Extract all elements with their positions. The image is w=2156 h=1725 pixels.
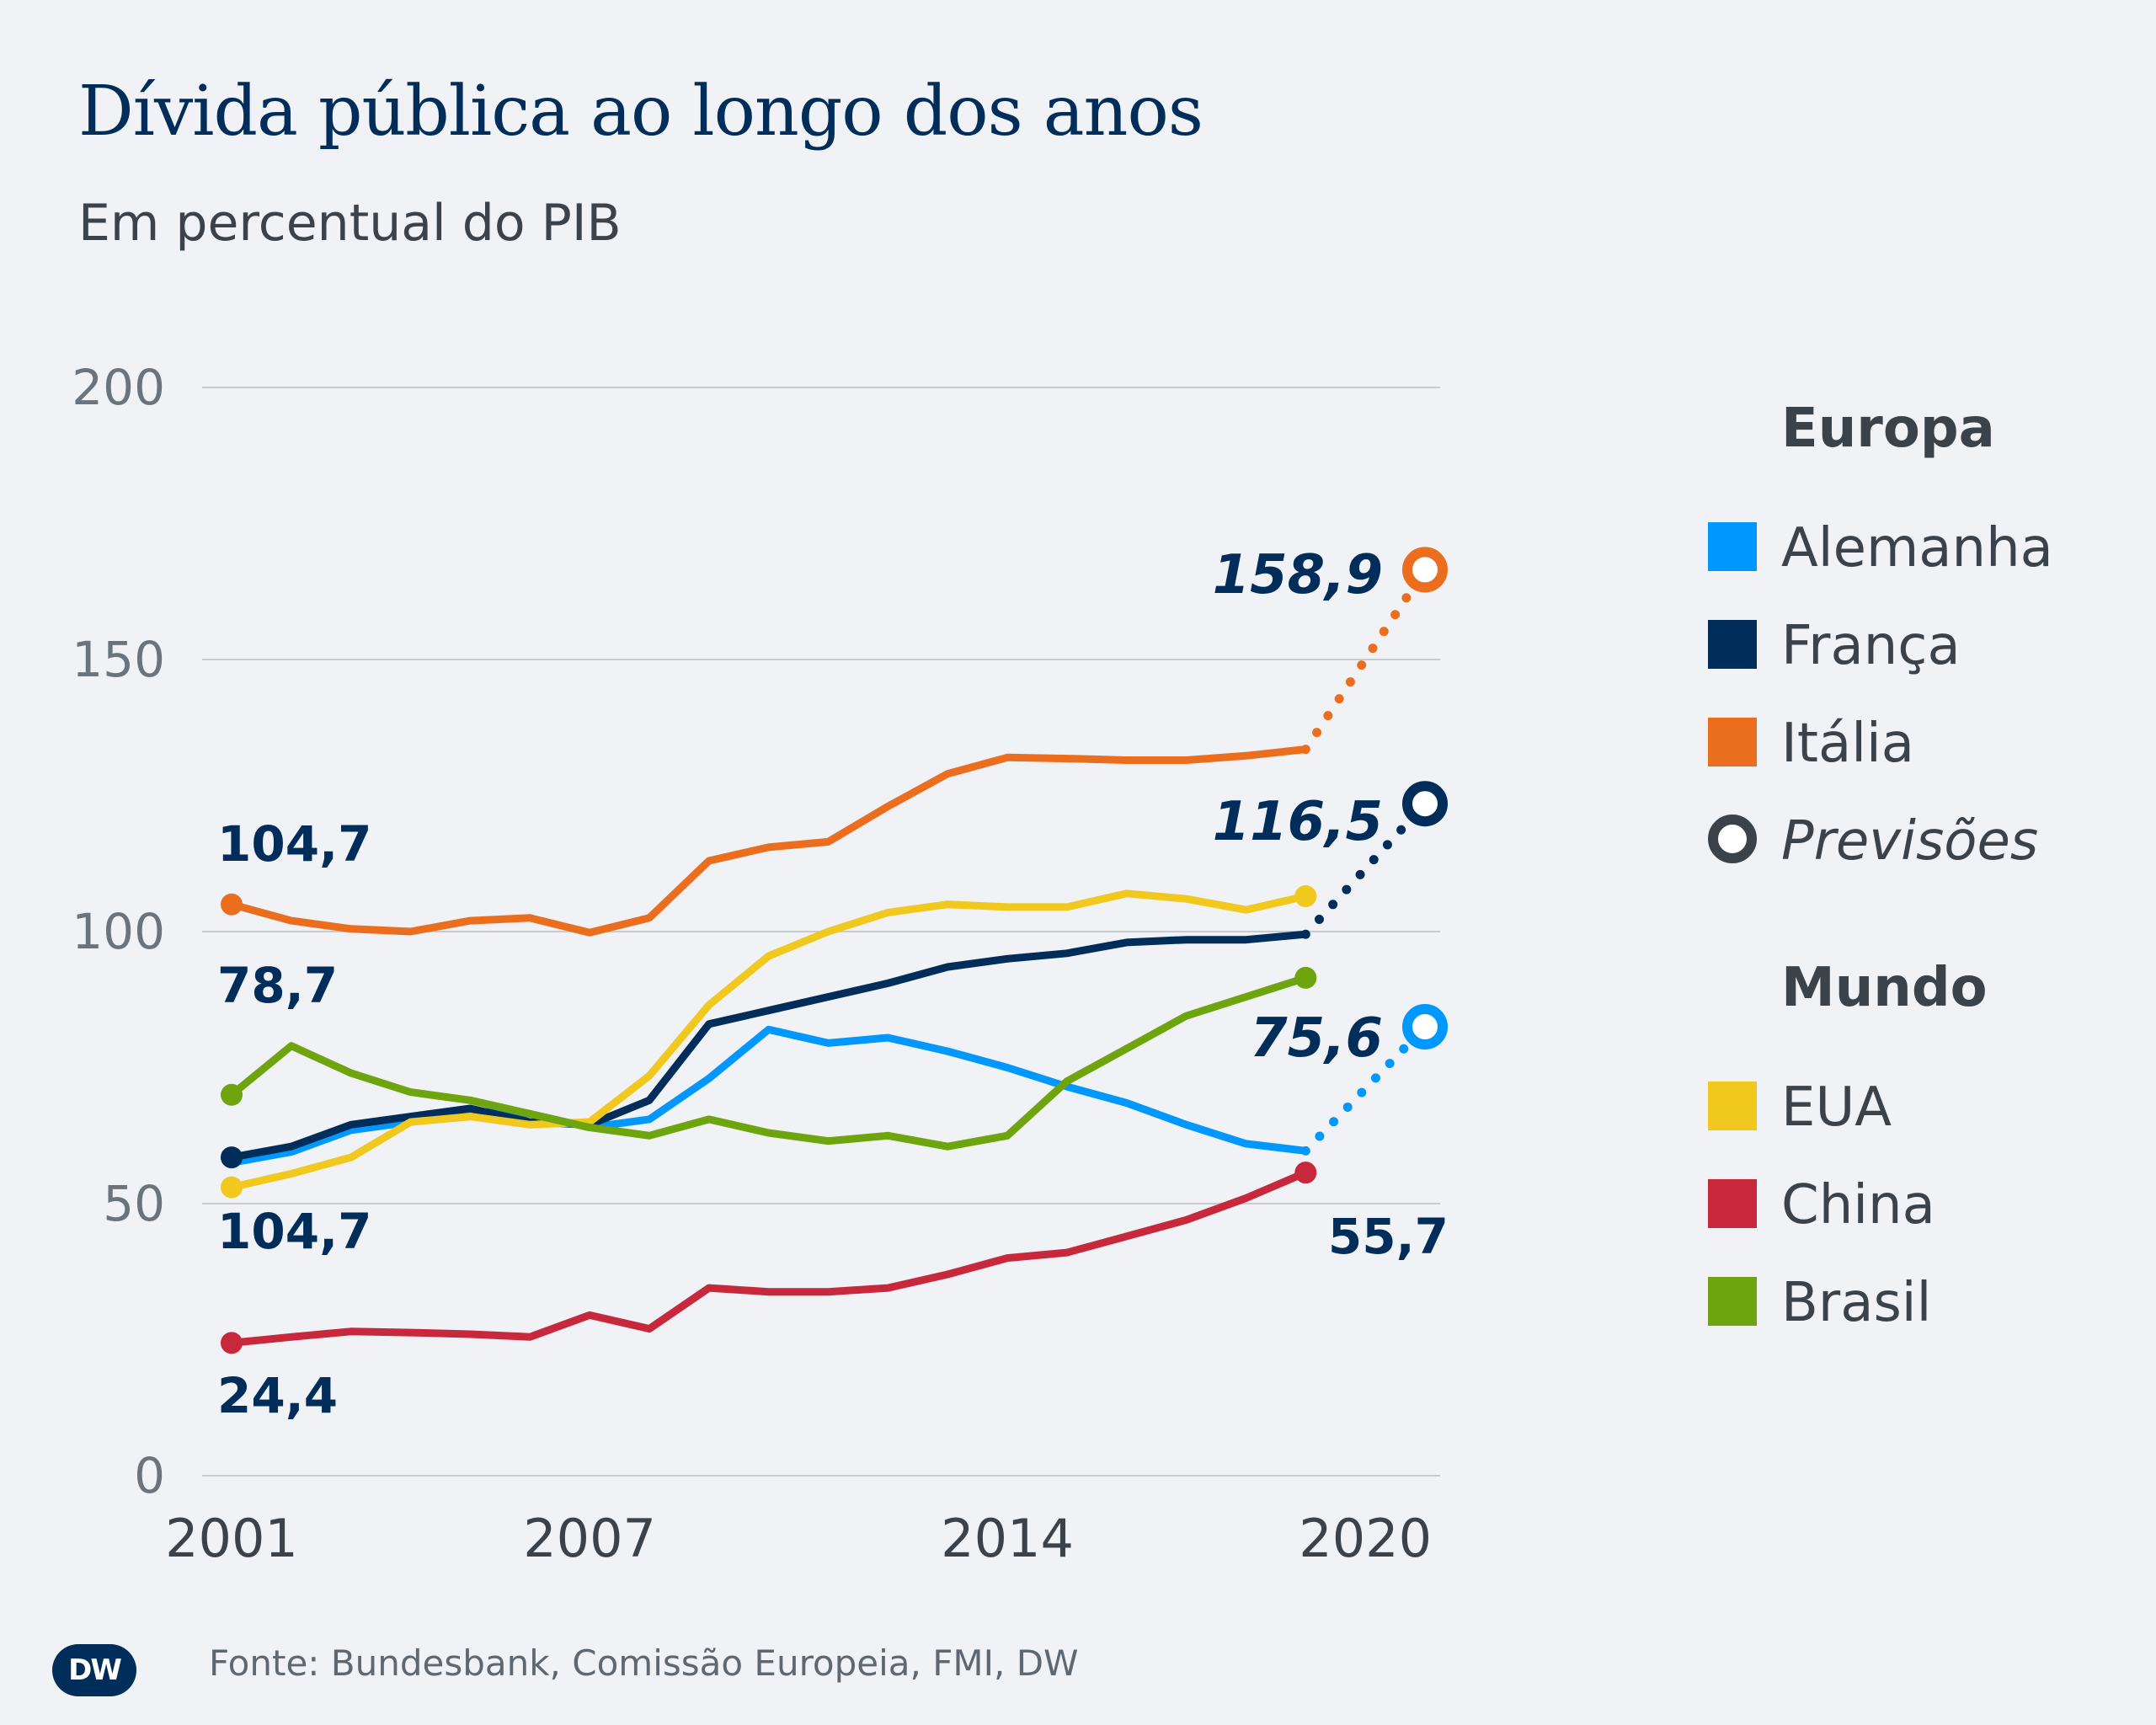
legend-label-eua: EUA bbox=[1781, 1076, 1892, 1139]
legend-label-china: China bbox=[1781, 1174, 1935, 1236]
series-line-italia bbox=[227, 745, 1310, 937]
x-tick-label: 2020 bbox=[1299, 1508, 1432, 1569]
x-tick-label: 2014 bbox=[941, 1508, 1074, 1569]
series-line-china bbox=[227, 1168, 1310, 1347]
data-label: 104,7 bbox=[217, 815, 371, 873]
data-label: 55,7 bbox=[1328, 1208, 1449, 1265]
annotations: 158,9 116,5 75,6 104,7 78,7 104,7 24,4 55,7 bbox=[217, 544, 1449, 1424]
forecast-line-italia bbox=[1300, 564, 1430, 755]
series-line-brasil bbox=[227, 974, 1310, 1151]
x-tick-label: 2001 bbox=[165, 1508, 298, 1569]
start-point-china bbox=[221, 1332, 243, 1354]
chart-subtitle: Em percentual do PIB bbox=[78, 194, 622, 253]
data-label: 78,7 bbox=[217, 957, 338, 1014]
legend-swatch-brasil bbox=[1708, 1277, 1757, 1326]
legend-swatch-china bbox=[1708, 1179, 1757, 1228]
x-tick-label: 2007 bbox=[523, 1508, 656, 1569]
legend-swatch-italia bbox=[1708, 718, 1757, 766]
legend-swatch-previsoes bbox=[1708, 814, 1757, 863]
forecast-point-italia bbox=[1402, 547, 1448, 593]
legend-label-italia: Itália bbox=[1781, 713, 1914, 775]
start-point-italia bbox=[221, 893, 243, 916]
series-line-eua bbox=[227, 889, 1310, 1192]
y-tick-label: 150 bbox=[72, 631, 165, 688]
data-label: 24,4 bbox=[217, 1367, 338, 1424]
y-tick-label: 200 bbox=[72, 359, 165, 416]
y-tick-label: 100 bbox=[72, 903, 165, 960]
forecast-point-franca bbox=[1402, 781, 1448, 827]
series-line-alemanha bbox=[227, 1025, 1310, 1167]
chart-title: Dívida pública ao longo dos anos bbox=[78, 72, 1203, 152]
y-tick-label: 0 bbox=[134, 1447, 165, 1504]
legend-label-brasil: Brasil bbox=[1781, 1272, 1931, 1334]
legend-heading: Europa bbox=[1781, 398, 1995, 460]
legend-heading: Mundo bbox=[1781, 957, 1988, 1019]
data-label: 104,7 bbox=[217, 1203, 371, 1260]
start-point-franca bbox=[221, 1146, 243, 1169]
legend: Europa Alemanha França Itália Previsões Mundo… bbox=[1708, 398, 2053, 1334]
source-note: Fonte: Bundesbank, Comissão Europeia, FM… bbox=[209, 1642, 1079, 1684]
legend-swatch-alemanha bbox=[1708, 522, 1757, 571]
forecast-point-alemanha bbox=[1402, 1004, 1448, 1050]
data-label: 116,5 bbox=[1213, 791, 1383, 853]
series-lines bbox=[221, 547, 1448, 1354]
legend-label-previsoes: Previsões bbox=[1781, 810, 2038, 873]
legend-label-franca: França bbox=[1781, 615, 1961, 677]
data-label: 158,9 bbox=[1213, 544, 1383, 606]
legend-label-alemanha: Alemanha bbox=[1781, 517, 2053, 579]
series-line-franca bbox=[227, 930, 1310, 1162]
end-point-eua bbox=[1294, 885, 1317, 908]
legend-swatch-eua bbox=[1708, 1081, 1757, 1130]
start-point-brasil bbox=[221, 1083, 243, 1106]
grid: 0 50 100 150 200 2001 2007 2014 2020 bbox=[72, 359, 1440, 1569]
forecast-line-alemanha bbox=[1300, 1022, 1430, 1156]
start-point-eua bbox=[221, 1176, 243, 1199]
y-tick-label: 50 bbox=[103, 1175, 165, 1232]
legend-swatch-franca bbox=[1708, 620, 1757, 669]
dw-logo: DW bbox=[52, 1644, 136, 1696]
end-point-china bbox=[1294, 1162, 1317, 1184]
end-point-brasil bbox=[1294, 966, 1317, 989]
data-label: 75,6 bbox=[1250, 1007, 1383, 1070]
